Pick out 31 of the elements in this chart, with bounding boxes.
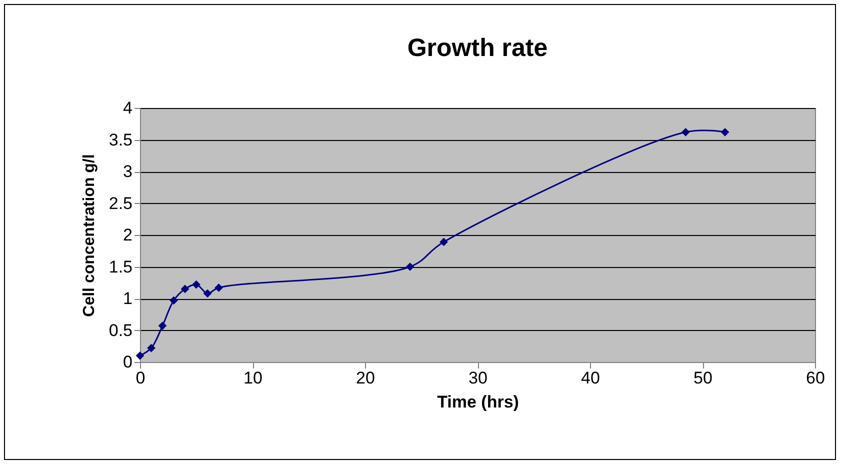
- x-tick-label: 40: [581, 368, 600, 388]
- y-tick-label: 1: [123, 289, 132, 308]
- point: [720, 128, 730, 136]
- y-tick-label: 3: [123, 162, 132, 181]
- point: [192, 280, 200, 289]
- point: [214, 284, 223, 292]
- y-tick-label: 4: [123, 98, 132, 118]
- y-tick-label: 0.5: [108, 320, 132, 340]
- x-tick-label: 50: [694, 368, 712, 388]
- y-tick-label: 3.5: [108, 130, 132, 150]
- y-tick-label: 2.5: [108, 194, 132, 213]
- x-tick-label: 10: [244, 368, 262, 388]
- chart-title: Growth rate: [407, 34, 548, 62]
- point: [136, 351, 144, 360]
- point: [440, 238, 448, 246]
- y-tick-label: 2: [123, 226, 132, 244]
- x-tick-label: 60: [806, 368, 825, 388]
- point: [681, 128, 690, 136]
- point: [147, 344, 156, 352]
- x-tick-label: 30: [468, 368, 488, 388]
- point: [158, 322, 167, 330]
- point: [406, 262, 414, 271]
- y-tick-label: 0: [123, 352, 132, 372]
- x-tick-label: 0: [136, 368, 146, 388]
- y-tick-label: 1.5: [108, 257, 132, 276]
- point: [170, 296, 178, 305]
- x-tick-label: 20: [356, 368, 375, 388]
- y-axis-title: Cell concentration g/l: [80, 154, 98, 317]
- point: [180, 284, 190, 294]
- point: [203, 289, 212, 298]
- x-axis-title: Time (hrs): [437, 392, 519, 412]
